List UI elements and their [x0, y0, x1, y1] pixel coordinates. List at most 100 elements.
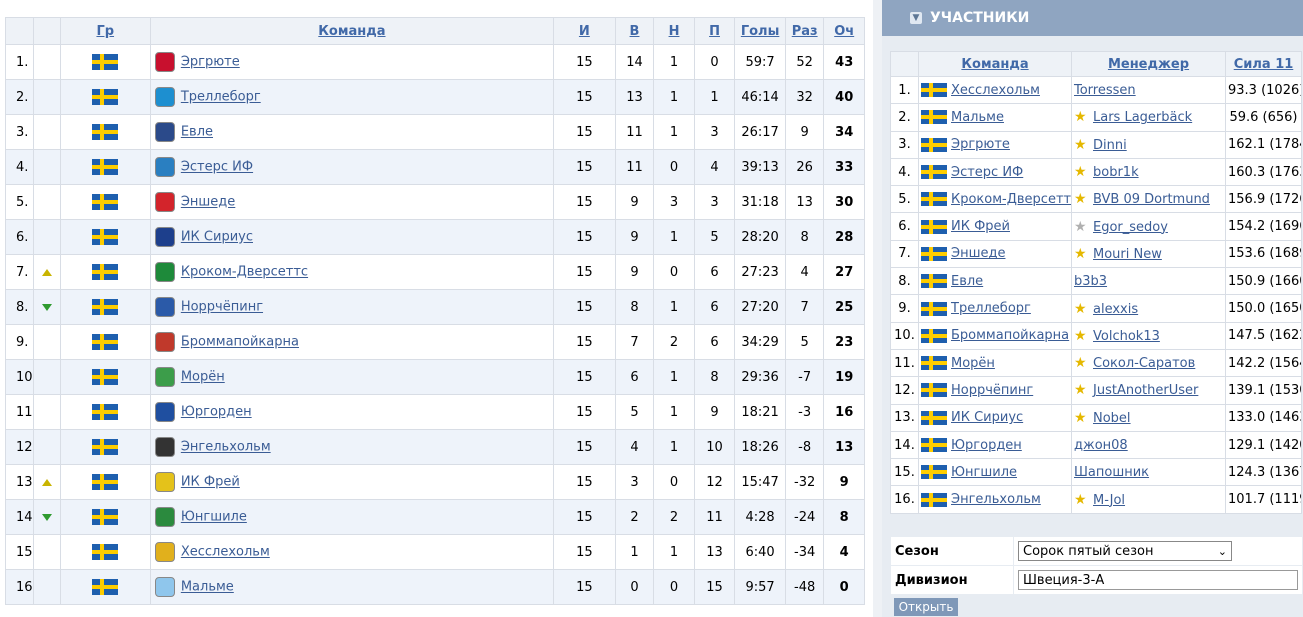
team-link[interactable]: Юргорден	[180, 404, 252, 420]
open-button[interactable]: Открыть	[894, 598, 958, 616]
team-link[interactable]: Евле	[180, 124, 214, 140]
manager-link[interactable]: M-Jol	[1093, 492, 1126, 508]
group-flag	[59, 254, 151, 290]
team-link[interactable]: Хесслехольм	[180, 544, 270, 560]
group-flag	[59, 149, 151, 185]
col-points[interactable]: Оч	[823, 17, 865, 45]
team-link[interactable]: Мальме	[951, 109, 1004, 125]
team-link[interactable]: Норрчёпинг	[951, 382, 1034, 398]
team-link[interactable]: Юргорден	[951, 437, 1022, 453]
star-icon: ★	[1074, 409, 1087, 426]
lost: 9	[693, 394, 736, 430]
goal-diff: -24	[784, 499, 825, 535]
team-link[interactable]: Морён	[951, 355, 995, 371]
team-link[interactable]: ИК Сириус	[180, 229, 253, 245]
team-link[interactable]: ИК Фрей	[951, 219, 1010, 235]
team-link[interactable]: Кроком-Дверсеттс	[951, 191, 1072, 207]
team-link[interactable]: Мальме	[180, 579, 234, 595]
played: 15	[552, 324, 616, 360]
team-crest-icon	[154, 402, 175, 422]
season-select[interactable]: Сорок пятый сезон ⌄	[1018, 541, 1232, 561]
team-link[interactable]: Норрчёпинг	[180, 299, 264, 315]
drawn: 2	[653, 324, 695, 360]
col-diff[interactable]: Раз	[784, 17, 825, 45]
team-link[interactable]: Кроком-Дверсеттс	[180, 264, 309, 280]
manager-link[interactable]: Torressen	[1074, 82, 1136, 98]
team-link[interactable]: Треллеборг	[951, 301, 1031, 317]
manager-link[interactable]: Mouri New	[1093, 246, 1162, 262]
team-link[interactable]: Треллеборг	[180, 89, 261, 105]
played: 15	[552, 464, 616, 500]
col-team[interactable]: Команда	[149, 17, 554, 45]
won: 2	[614, 499, 655, 535]
sweden-flag-icon	[92, 299, 119, 315]
points: 30	[823, 184, 865, 220]
team-link[interactable]: Хесслехольм	[951, 82, 1040, 98]
team-link[interactable]: ИК Фрей	[180, 474, 240, 490]
manager-link[interactable]: Nobel	[1093, 410, 1131, 426]
manager-link[interactable]: Dinni	[1093, 137, 1127, 153]
team-link[interactable]: Эншеде	[951, 246, 1006, 262]
team-link[interactable]: Юнгшиле	[951, 464, 1018, 480]
col-manager[interactable]: Менеджер	[1071, 51, 1226, 77]
manager-link[interactable]: джон08	[1074, 437, 1128, 453]
manager-link[interactable]: b3b3	[1074, 273, 1108, 289]
col-played[interactable]: И	[552, 17, 616, 45]
manager-link[interactable]: JustAnotherUser	[1093, 383, 1199, 399]
group-flag	[59, 394, 151, 430]
team-crest-icon	[154, 192, 175, 212]
movement	[33, 324, 61, 360]
col-group[interactable]: Гр	[59, 17, 151, 45]
team-link[interactable]: Энгельхольм	[951, 492, 1041, 508]
team-link[interactable]: Броммапойкарна	[951, 328, 1070, 344]
won: 7	[614, 324, 655, 360]
division-input[interactable]: Швеция-3-А	[1018, 570, 1298, 590]
team-crest-icon	[154, 262, 175, 282]
manager-link[interactable]: Egor_sedoy	[1093, 219, 1168, 235]
team-link[interactable]: Эншеде	[180, 194, 236, 210]
manager-link[interactable]: Lars Lagerbäck	[1093, 110, 1193, 126]
team-link[interactable]: Эстерс ИФ	[180, 159, 254, 175]
participants-header-row: Команда Менеджер Сила 11	[890, 51, 1302, 77]
team-link[interactable]: Морён	[180, 369, 225, 385]
position: 16.	[890, 485, 919, 514]
points: 0	[823, 569, 865, 605]
manager-cell: ★ Lars Lagerbäck	[1071, 103, 1226, 132]
col-team[interactable]: Команда	[918, 51, 1072, 77]
team-link[interactable]: Юнгшиле	[180, 509, 247, 525]
participant-row: 15. Юнгшиле Шапошник 124.3 (1367)	[890, 458, 1302, 487]
manager-link[interactable]: alexxis	[1093, 301, 1139, 317]
team-link[interactable]: Эргрюте	[951, 137, 1010, 153]
manager-link[interactable]: Volchok13	[1093, 328, 1160, 344]
manager-link[interactable]: BVB 09 Dortmund	[1093, 192, 1210, 208]
goals: 27:23	[734, 254, 786, 290]
played: 15	[552, 394, 616, 430]
col-drawn[interactable]: Н	[653, 17, 695, 45]
sweden-flag-icon	[921, 465, 947, 480]
lost: 5	[693, 219, 736, 255]
position: 11.	[4, 394, 35, 430]
team-link[interactable]: ИК Сириус	[951, 410, 1024, 426]
lost: 15	[693, 569, 736, 605]
sweden-flag-icon	[921, 165, 947, 180]
col-strength[interactable]: Сила 11	[1225, 51, 1302, 77]
col-lost[interactable]: П	[693, 17, 736, 45]
col-won[interactable]: В	[614, 17, 655, 45]
team-link[interactable]: Эргрюте	[180, 54, 240, 70]
sweden-flag-icon	[921, 328, 947, 343]
team-link[interactable]: Энгельхольм	[180, 439, 271, 455]
manager-link[interactable]: bobr1k	[1093, 165, 1139, 181]
sweden-flag-icon	[921, 492, 947, 507]
team-link[interactable]: Евле	[951, 273, 984, 289]
manager-cell: ★ JustAnotherUser	[1071, 376, 1226, 405]
team-link[interactable]: Эстерс ИФ	[951, 164, 1024, 180]
position: 3.	[4, 114, 35, 150]
manager-link[interactable]: Сокол-Саратов	[1093, 356, 1196, 372]
col-goals[interactable]: Голы	[734, 17, 786, 45]
team-link[interactable]: Броммапойкарна	[180, 334, 299, 350]
position: 10.	[890, 321, 919, 350]
manager-link[interactable]: Шапошник	[1074, 464, 1150, 480]
movement	[33, 429, 61, 465]
